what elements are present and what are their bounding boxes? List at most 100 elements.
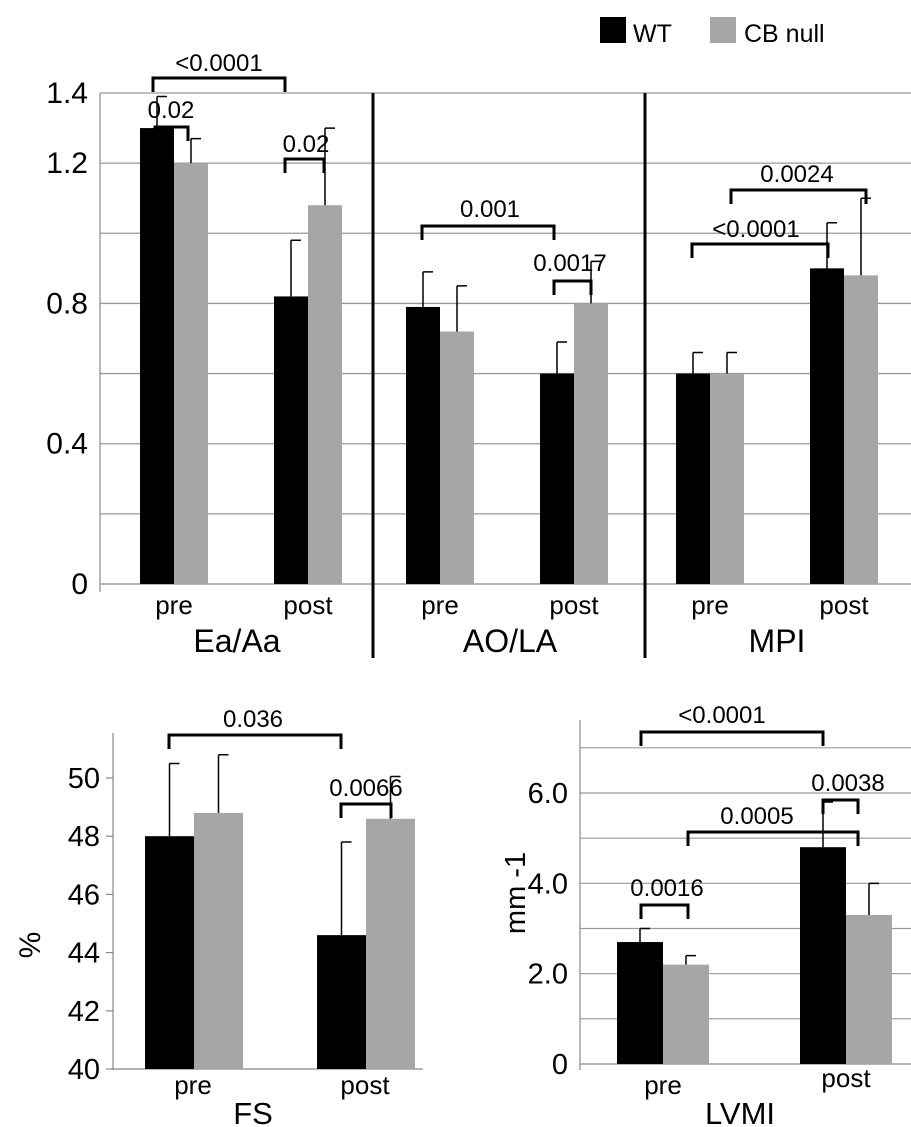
p-value-label: 0.0016 bbox=[630, 875, 703, 902]
legend: WT CB null bbox=[600, 17, 825, 48]
x-tick-label: pre bbox=[174, 1070, 212, 1100]
p-value-label: 0.0024 bbox=[760, 161, 833, 188]
top-chart-annotations: 0.02 0.02 <0.0001 0.001 0.0017 <0.0001 0.0024 bbox=[148, 50, 868, 295]
fs-bars bbox=[145, 753, 415, 1069]
bar bbox=[844, 275, 878, 584]
x-tick-label: post bbox=[821, 1063, 871, 1093]
bar bbox=[540, 373, 574, 584]
significance-bracket bbox=[420, 224, 556, 240]
y-tick-label: 42 bbox=[68, 996, 100, 1028]
bar bbox=[846, 914, 892, 1064]
error-bar bbox=[290, 239, 301, 297]
bar bbox=[174, 163, 208, 584]
p-value-label: 0.0066 bbox=[329, 775, 402, 802]
bar bbox=[317, 935, 366, 1069]
significance-bracket bbox=[729, 188, 868, 204]
bar bbox=[194, 812, 243, 1069]
y-tick-label: 48 bbox=[68, 821, 100, 853]
p-value-label: 0.036 bbox=[223, 706, 283, 733]
significance-bracket bbox=[821, 798, 860, 814]
error-bar bbox=[168, 762, 180, 837]
x-tick-label: post bbox=[549, 590, 599, 620]
bar bbox=[440, 331, 474, 584]
significance-bracket bbox=[167, 733, 343, 749]
bar bbox=[663, 964, 709, 1064]
significance-bracket bbox=[639, 730, 825, 746]
x-tick-label: pre bbox=[644, 1070, 682, 1100]
bar bbox=[145, 836, 194, 1069]
lvmi-x-axis-label: LVMI bbox=[705, 1096, 775, 1127]
y-tick-label: 40 bbox=[68, 1054, 100, 1086]
error-bar bbox=[639, 927, 650, 943]
error-bar bbox=[868, 882, 879, 915]
significance-bracket bbox=[552, 279, 593, 295]
bar bbox=[274, 296, 308, 584]
fs-y-axis-label: % bbox=[14, 932, 47, 959]
top-chart-bars bbox=[140, 95, 878, 585]
error-bar bbox=[340, 841, 352, 936]
p-value-label: 0.0017 bbox=[533, 250, 606, 277]
bar bbox=[810, 268, 844, 584]
group-label: MPI bbox=[749, 623, 806, 659]
p-value-label: 0.0005 bbox=[720, 803, 793, 830]
bar bbox=[710, 373, 744, 584]
fs-x-labels: pre post bbox=[174, 1070, 390, 1100]
lvmi-x-labels: pre post bbox=[644, 1063, 871, 1100]
y-tick-label: 1.2 bbox=[46, 147, 88, 180]
legend-swatch-wt bbox=[600, 17, 626, 43]
p-value-label: <0.0001 bbox=[678, 702, 765, 729]
bar bbox=[140, 128, 174, 585]
fs-chart: % FS 40 42 44 46 48 50 pre post 0.036 0.0066 bbox=[14, 706, 423, 1127]
top-chart-y-ticks: 0 0.4 0.8 1.2 1.4 bbox=[46, 77, 88, 601]
bar bbox=[800, 847, 846, 1064]
group-label: AO/LA bbox=[463, 623, 558, 659]
bar bbox=[308, 205, 342, 584]
y-tick-label: 0.4 bbox=[46, 428, 88, 461]
p-value-label: 0.02 bbox=[148, 97, 195, 124]
x-tick-label: post bbox=[283, 590, 333, 620]
y-tick-label: 0.8 bbox=[46, 287, 88, 320]
y-tick-label: 44 bbox=[68, 938, 100, 970]
p-value-label: <0.0001 bbox=[175, 50, 262, 77]
lvmi-bars bbox=[617, 801, 892, 1064]
legend-label-wt: WT bbox=[633, 20, 672, 48]
y-tick-label: 1.4 bbox=[46, 77, 88, 110]
fs-annotations: 0.036 0.0066 bbox=[167, 706, 403, 818]
significance-bracket bbox=[153, 125, 190, 141]
error-bar bbox=[685, 954, 696, 965]
x-tick-label: pre bbox=[421, 590, 459, 620]
error-bar bbox=[217, 753, 229, 813]
top-chart-axes bbox=[99, 93, 911, 658]
error-bar bbox=[456, 285, 467, 332]
fs-y-ticks: 40 42 44 46 48 50 bbox=[68, 763, 113, 1086]
legend-label-cb-null: CB null bbox=[744, 20, 825, 48]
error-bar bbox=[692, 351, 703, 374]
bar bbox=[574, 303, 608, 584]
y-tick-label: 0 bbox=[552, 1049, 568, 1081]
p-value-label: <0.0001 bbox=[712, 216, 799, 243]
y-tick-label: 50 bbox=[68, 763, 100, 795]
significance-bracket bbox=[686, 830, 860, 846]
x-tick-label: pre bbox=[155, 590, 193, 620]
x-tick-label: post bbox=[819, 590, 869, 620]
legend-swatch-cb-null bbox=[710, 17, 736, 43]
top-chart-grid bbox=[100, 92, 911, 515]
lvmi-chart: mm -1 LVMI 0 2.0 4.0 6.0 pre post <0.0001 0.0… bbox=[500, 702, 911, 1127]
error-bar bbox=[556, 341, 567, 374]
bar bbox=[366, 818, 415, 1069]
significance-bracket bbox=[151, 76, 287, 92]
lvmi-annotations: <0.0001 0.0038 0.0005 0.0016 bbox=[630, 702, 885, 919]
p-value-label: 0.02 bbox=[283, 131, 330, 158]
p-value-label: 0.0038 bbox=[811, 770, 884, 797]
significance-bracket bbox=[690, 242, 830, 258]
y-tick-label: 2.0 bbox=[528, 959, 568, 991]
p-value-label: 0.001 bbox=[460, 196, 520, 223]
significance-bracket bbox=[339, 802, 393, 818]
bar bbox=[676, 373, 710, 584]
group-label: Ea/Aa bbox=[193, 623, 280, 659]
y-tick-label: 4.0 bbox=[528, 868, 568, 900]
error-bar bbox=[726, 351, 737, 374]
